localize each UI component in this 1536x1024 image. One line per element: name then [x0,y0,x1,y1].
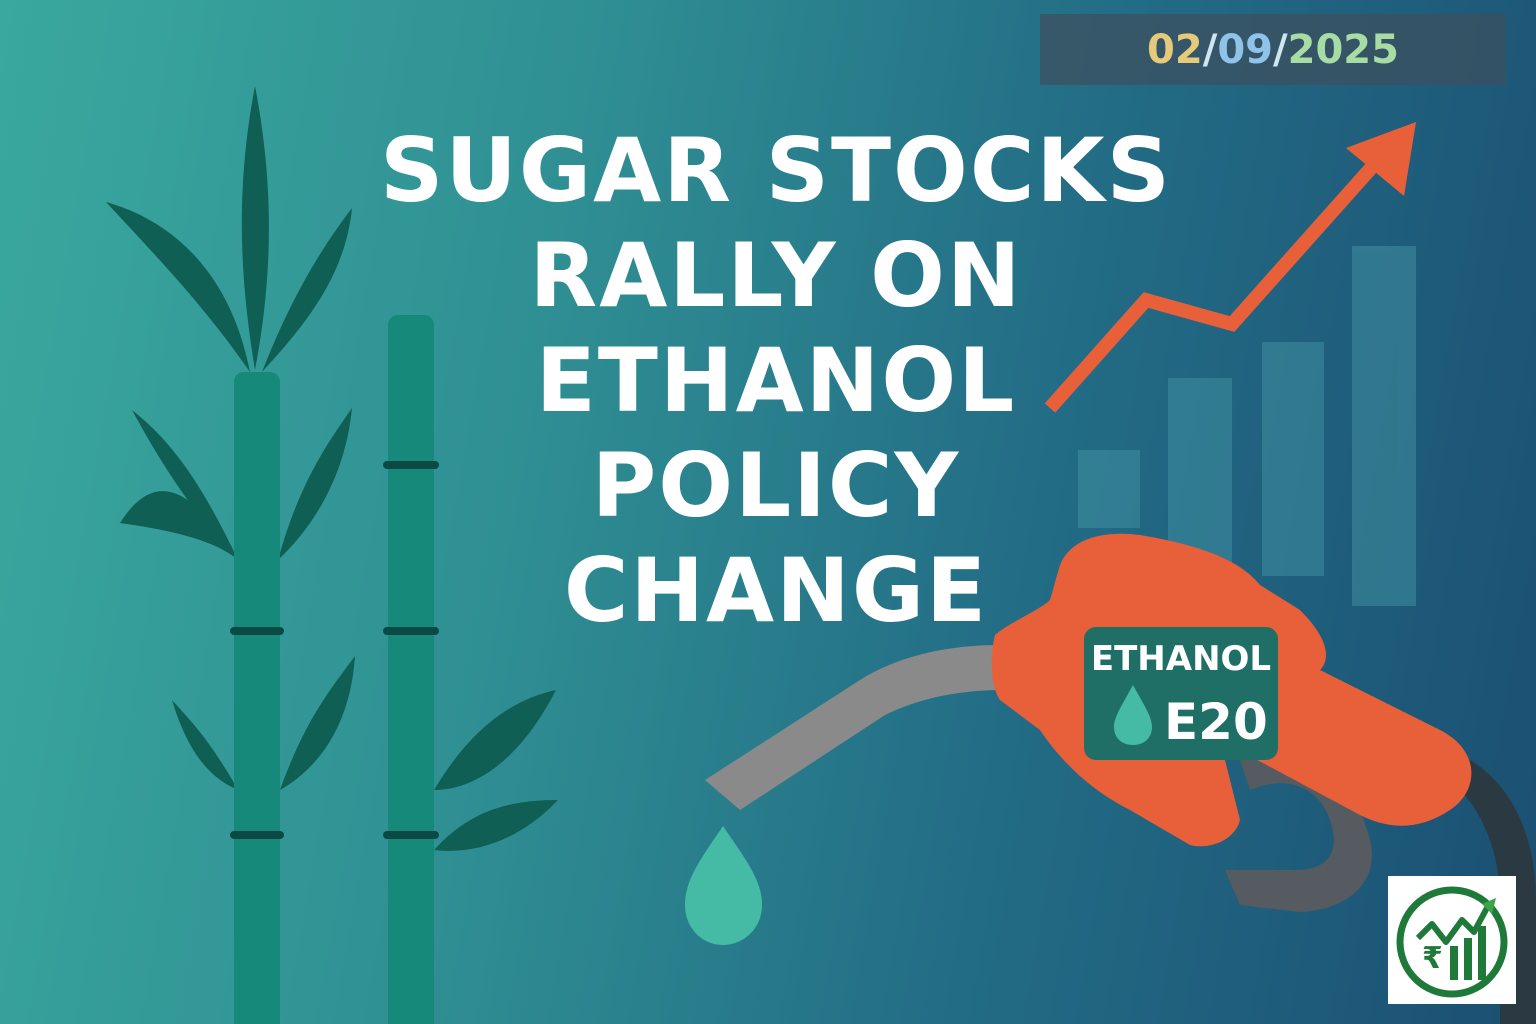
date-day: 02 [1147,26,1203,73]
sugarcane-icon [106,86,558,1024]
badge-title: ETHANOL [1090,639,1272,679]
rupee-growth-chart-logo-icon: ₹ [1396,886,1508,998]
date-stamp: 02/09/2025 [1040,14,1506,85]
svg-text:₹: ₹ [1422,941,1443,976]
brand-logo[interactable]: ₹ [1388,876,1516,1004]
headline-line: ETHANOL [535,329,1017,432]
date-year: 2025 [1287,26,1399,73]
headline-line: POLICY [591,434,961,537]
date-separator: / [1273,26,1288,73]
drop-icon [1114,685,1152,745]
headline-line: SUGAR STOCKS [380,119,1172,222]
headline-line: CHANGE [563,539,989,642]
trend-arrow-icon [1044,122,1416,413]
headline: SUGAR STOCKS RALLY ON ETHANOL POLICY CHA… [376,118,1176,643]
fuel-drop-icon [685,826,762,945]
date-month: 09 [1217,26,1273,73]
date-separator: / [1202,26,1218,73]
ethanol-badge: ETHANOL E20 [1084,627,1278,760]
headline-line: RALLY ON [529,224,1023,327]
badge-code: E20 [1164,693,1268,751]
